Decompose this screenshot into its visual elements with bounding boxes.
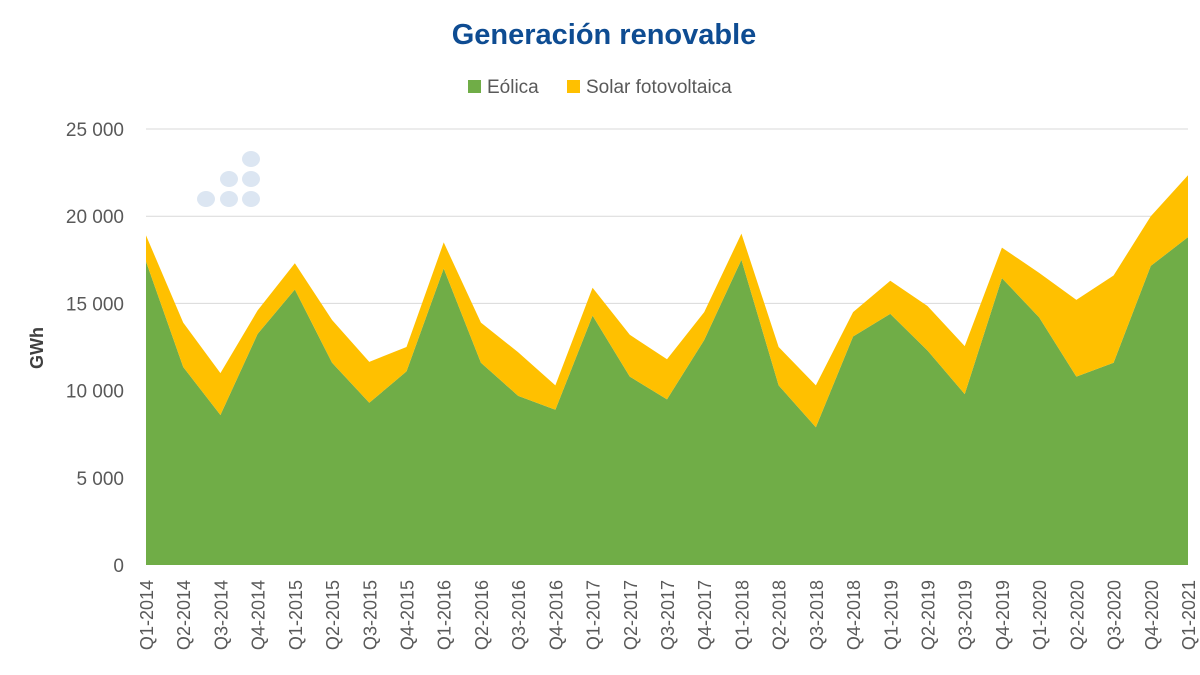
x-tick-label: Q4-2016 [546, 580, 566, 650]
x-tick-label: Q1-2017 [584, 580, 604, 650]
x-tick-label: Q1-2019 [881, 580, 901, 650]
y-axis-label: GWh [27, 327, 47, 369]
y-axis: 0 5 000 10 000 15 000 20 000 25 000 [66, 120, 124, 577]
areas [146, 175, 1188, 566]
x-tick-label: Q2-2017 [621, 580, 641, 650]
legend: Eólica Solar fotovoltaica [468, 77, 732, 98]
x-tick-label: Q2-2018 [770, 580, 790, 650]
x-tick-label: Q3-2019 [956, 580, 976, 650]
y-tick-label: 15 000 [66, 294, 124, 315]
area-eolica [146, 237, 1188, 566]
y-tick-label: 10 000 [66, 382, 124, 403]
legend-swatch-solar [567, 80, 580, 93]
y-tick-label: 25 000 [66, 120, 124, 141]
y-tick-label: 20 000 [66, 207, 124, 228]
x-tick-label: Q4-2020 [1142, 580, 1162, 650]
x-axis: Q1-2014 Q2-2014 Q3-2014 Q4-2014 Q1-2015 Q2-20… [137, 580, 1199, 650]
x-tick-label: Q3-2017 [658, 580, 678, 650]
legend-swatch-eolica [468, 80, 481, 93]
y-tick-label: 5 000 [76, 469, 124, 490]
x-tick-label: Q2-2016 [472, 580, 492, 650]
logo-dots [197, 151, 260, 207]
x-tick-label: Q1-2020 [1030, 580, 1050, 650]
legend-label-solar: Solar fotovoltaica [586, 77, 732, 98]
x-tick-label: Q4-2019 [993, 580, 1013, 650]
x-tick-label: Q1-2018 [732, 580, 752, 650]
y-tick-label: 0 [113, 556, 124, 577]
chart-title: Generación renovable [452, 19, 757, 51]
x-tick-label: Q4-2018 [844, 580, 864, 650]
x-tick-label: Q3-2016 [509, 580, 529, 650]
area-solar-fotovoltaica [146, 175, 1188, 428]
x-tick-label: Q2-2014 [174, 580, 194, 650]
x-tick-label: Q1-2021 [1179, 580, 1199, 650]
x-tick-label: Q1-2014 [137, 580, 157, 650]
legend-label-eolica: Eólica [487, 77, 539, 98]
x-tick-label: Q4-2014 [249, 580, 269, 650]
x-tick-label: Q2-2020 [1067, 580, 1087, 650]
x-tick-label: Q4-2017 [695, 580, 715, 650]
x-tick-label: Q4-2015 [398, 580, 418, 650]
x-tick-label: Q3-2018 [807, 580, 827, 650]
x-tick-label: Q2-2015 [323, 580, 343, 650]
x-tick-label: Q3-2014 [211, 580, 231, 650]
x-tick-label: Q1-2016 [435, 580, 455, 650]
x-tick-label: Q2-2019 [919, 580, 939, 650]
x-tick-label: Q1-2015 [286, 580, 306, 650]
x-tick-label: Q3-2015 [360, 580, 380, 650]
x-tick-label: Q3-2020 [1105, 580, 1125, 650]
